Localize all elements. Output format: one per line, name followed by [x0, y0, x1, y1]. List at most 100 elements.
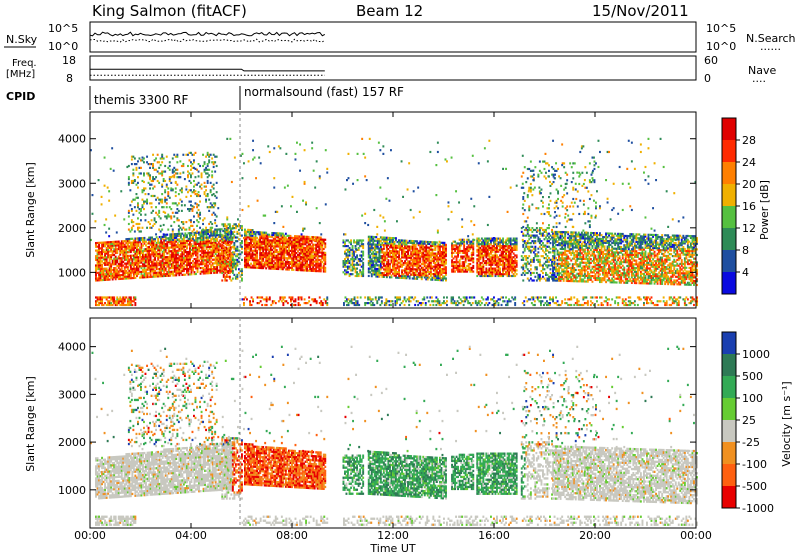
- heatmap-cell: [280, 236, 283, 239]
- heatmap-cell: [200, 174, 203, 177]
- heatmap-cell: [419, 247, 422, 251]
- heatmap-cell: [440, 251, 443, 254]
- heatmap-cell: [274, 235, 277, 239]
- heatmap-cell: [297, 240, 299, 244]
- heatmap-cell: [324, 244, 327, 247]
- heatmap-cell: [241, 225, 243, 228]
- heatmap-cell: [214, 236, 217, 239]
- heatmap-cell: [439, 269, 441, 272]
- heatmap-cell: [244, 251, 246, 254]
- heatmap-cell: [111, 246, 114, 249]
- heatmap-cell: [229, 229, 232, 232]
- heatmap-cell: [480, 241, 483, 244]
- heatmap-cell: [408, 266, 411, 269]
- heatmap-cell: [414, 273, 417, 277]
- heatmap-cell: [506, 258, 509, 261]
- heatmap-cell: [127, 228, 130, 231]
- heatmap-cell: [125, 249, 128, 252]
- heatmap-cell: [431, 250, 434, 253]
- heatmap-cell: [274, 265, 277, 268]
- heatmap-cell: [275, 258, 278, 261]
- heatmap-cell: [155, 266, 158, 269]
- heatmap-cell: [316, 245, 319, 248]
- heatmap-cell: [189, 237, 191, 240]
- heatmap-cell: [295, 257, 298, 260]
- heatmap-cell: [107, 278, 110, 281]
- heatmap-cell: [196, 248, 199, 251]
- heatmap-cell: [467, 257, 470, 260]
- heatmap-cell: [168, 179, 171, 183]
- heatmap-cell: [375, 247, 378, 250]
- heatmap-cell: [161, 153, 164, 156]
- heatmap-cell: [385, 238, 388, 241]
- heatmap-cell: [113, 257, 116, 260]
- heatmap-cell: [122, 277, 125, 280]
- heatmap-cell: [128, 264, 131, 267]
- heatmap-cell: [166, 241, 169, 244]
- heatmap-cell: [360, 274, 363, 278]
- heatmap-cell: [286, 251, 289, 254]
- heatmap-cell: [250, 238, 253, 241]
- heatmap-cell: [480, 250, 483, 253]
- heatmap-cell: [269, 265, 272, 268]
- heatmap-cell: [496, 245, 498, 248]
- heatmap-cell: [186, 262, 188, 265]
- heatmap-cell: [348, 246, 351, 250]
- heatmap-cell: [228, 240, 231, 243]
- heatmap-cell: [260, 253, 263, 257]
- heatmap-cell: [298, 261, 301, 264]
- heatmap-cell: [251, 232, 254, 235]
- heatmap-cell: [503, 267, 506, 270]
- heatmap-cell: [360, 271, 363, 274]
- heatmap-cell: [229, 236, 232, 240]
- heatmap-cell: [198, 233, 201, 236]
- heatmap-cell: [126, 238, 129, 241]
- heatmap-cell: [439, 254, 441, 257]
- heatmap-cell: [116, 270, 119, 273]
- heatmap-cell: [414, 255, 417, 258]
- heatmap-cell: [425, 274, 428, 277]
- heatmap-cell: [260, 244, 263, 247]
- heatmap-cell: [190, 174, 192, 177]
- heatmap-cell: [196, 250, 199, 253]
- heatmap-cell: [178, 255, 181, 258]
- heatmap-cell: [387, 264, 390, 267]
- heatmap-cell: [184, 260, 187, 263]
- heatmap-cell: [189, 248, 191, 252]
- heatmap-cell: [251, 234, 254, 237]
- heatmap-cell: [195, 233, 197, 236]
- heatmap-cell: [392, 253, 394, 257]
- heatmap-cell: [432, 256, 435, 259]
- heatmap-cell: [479, 267, 482, 270]
- heatmap-cell: [181, 264, 184, 267]
- heatmap-cell: [193, 221, 195, 224]
- heatmap-cell: [134, 254, 137, 257]
- heatmap-cell: [189, 254, 191, 257]
- heatmap-cell: [319, 266, 322, 269]
- heatmap-cell: [480, 245, 483, 248]
- heatmap-cell: [142, 259, 144, 262]
- heatmap-cell: [253, 232, 256, 236]
- heatmap-cell: [470, 257, 473, 260]
- heatmap-cell: [137, 269, 140, 272]
- heatmap-cell: [152, 245, 155, 248]
- heatmap-cell: [393, 272, 396, 275]
- heatmap-cell: [143, 240, 146, 243]
- heatmap-cell: [463, 246, 466, 249]
- heatmap-cell: [176, 253, 179, 256]
- heatmap-cell: [195, 231, 197, 234]
- heatmap-cell: [105, 296, 108, 299]
- heatmap-cell: [98, 271, 101, 274]
- heatmap-cell: [491, 258, 494, 261]
- heatmap-cell: [425, 252, 428, 255]
- heatmap-cell: [307, 265, 310, 268]
- heatmap-cell: [387, 272, 390, 275]
- heatmap-cell: [262, 248, 265, 251]
- heatmap-cell: [238, 223, 240, 226]
- heatmap-cell: [189, 260, 191, 263]
- heatmap-cell: [278, 264, 281, 267]
- heatmap-cell: [116, 242, 119, 245]
- heatmap-cell: [281, 264, 284, 267]
- heatmap-cell: [376, 245, 379, 248]
- heatmap-cell: [461, 270, 464, 273]
